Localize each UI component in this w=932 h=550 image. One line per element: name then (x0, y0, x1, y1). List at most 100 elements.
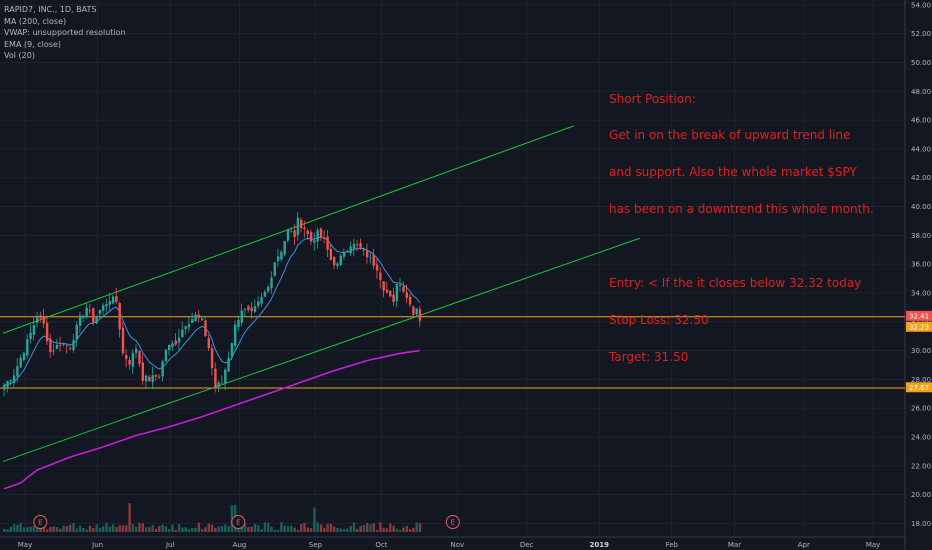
candle-body (102, 305, 105, 311)
note-line (609, 240, 874, 252)
ma200-line (3, 349, 420, 490)
candle-body (161, 361, 164, 377)
volume-bar (88, 525, 92, 532)
volume-bar (230, 505, 234, 532)
price-axis[interactable]: 18.0020.0022.0024.0026.0028.0030.0032.00… (906, 1, 932, 528)
candle-body (49, 338, 52, 352)
candle-body (22, 352, 26, 361)
volume-bar (227, 526, 230, 532)
symbol-title[interactable]: RAPID7, INC., 1D, BATS (4, 5, 97, 14)
volume-bar (177, 524, 181, 532)
volume-bar (385, 528, 389, 532)
candle-body (105, 304, 108, 307)
volume-bar (319, 524, 323, 532)
trade-note[interactable]: Short Position: Get in on the break of u… (609, 68, 874, 375)
volume-bar (164, 526, 168, 532)
candle-body (78, 315, 82, 326)
volume-bar (158, 525, 161, 532)
y-tick-label: 24.00 (911, 433, 931, 441)
volume-bar (98, 527, 102, 532)
legend-ema[interactable]: EMA (9, close) (4, 39, 61, 49)
volume-bar (49, 526, 52, 532)
candle-body (316, 230, 319, 242)
volume-bar (45, 529, 49, 532)
legend-ma[interactable]: MA (200, close) (4, 16, 67, 26)
legend-vol[interactable]: Vol (20) (4, 51, 35, 60)
volume-bar (220, 526, 224, 532)
candle-body (187, 324, 191, 328)
volume-bar (154, 528, 158, 532)
candle-body (309, 232, 313, 242)
candle-body (151, 375, 154, 383)
volume-bar (283, 525, 286, 532)
x-tick-label: Jul (165, 541, 175, 549)
earnings-marker (445, 515, 460, 529)
chart-grid (0, 0, 906, 550)
earnings-label: E (236, 519, 240, 527)
candle-body (115, 296, 118, 302)
volume-bar (366, 523, 369, 532)
candle-body (214, 368, 217, 389)
volume-bar (201, 528, 204, 532)
x-tick-label: May (866, 541, 880, 549)
candle-body (402, 286, 405, 292)
candlesticks (3, 211, 422, 397)
volume-bar (207, 523, 210, 532)
volume-bar (418, 523, 422, 532)
volume-bar (303, 523, 306, 532)
note-line: and support. Also the whole market $SPY (609, 165, 857, 180)
time-axis[interactable]: May Jun Jul Aug Sep Oct Nov Dec 2019 Feb Mar Apr May (18, 541, 881, 549)
y-tick-label: 36.00 (911, 261, 931, 269)
legend-vwap[interactable]: VWAP: unsupported resolution (4, 28, 126, 37)
earnings-label: E (451, 519, 455, 527)
x-tick-label: Nov (450, 541, 464, 549)
volume-bar (329, 523, 333, 532)
candle-body (75, 324, 78, 340)
volume-bar (257, 525, 260, 532)
volume-bar (405, 525, 408, 532)
volume-bar (250, 526, 253, 532)
x-tick-label: May (18, 541, 32, 549)
volume-bar (240, 524, 243, 532)
candle-body (326, 236, 329, 250)
volume-bar (339, 528, 342, 532)
candle-body (230, 343, 234, 357)
candle-body (118, 302, 121, 330)
x-tick-label: Sep (309, 541, 323, 549)
volume-bar (399, 529, 402, 532)
volume-bar (111, 524, 115, 532)
candle-body (171, 343, 174, 348)
y-tick-label: 52.00 (911, 30, 931, 38)
volume-bar (135, 526, 138, 532)
volume-bar (293, 527, 296, 532)
candle-body (128, 359, 131, 365)
candle-body (329, 248, 333, 261)
candle-body (19, 357, 22, 368)
candle-body (95, 315, 98, 324)
volume-bar (168, 529, 171, 532)
candle-body (191, 318, 194, 323)
earnings-marker (33, 515, 48, 529)
y-tick-label: 54.00 (911, 1, 931, 9)
volume-bar (336, 527, 339, 532)
volume-bar (300, 524, 303, 532)
volume-bar (412, 527, 415, 532)
volume-bar (16, 524, 19, 532)
volume-bar (356, 528, 359, 532)
volume-bar (270, 526, 273, 532)
y-tick-label: 48.00 (911, 88, 931, 96)
candle-body (234, 324, 237, 346)
candle-body (111, 296, 115, 304)
price-tag (906, 310, 932, 321)
candle-body (333, 257, 336, 266)
candle-body (154, 374, 158, 377)
volume-bar (128, 503, 131, 532)
candle-body (336, 263, 339, 267)
volume-bar (141, 523, 144, 532)
volume-bar (369, 524, 372, 532)
candle-body (243, 308, 247, 310)
price-tag-label: 32.41 (909, 312, 929, 320)
candle-body (207, 338, 210, 349)
volume-bar (19, 523, 22, 532)
